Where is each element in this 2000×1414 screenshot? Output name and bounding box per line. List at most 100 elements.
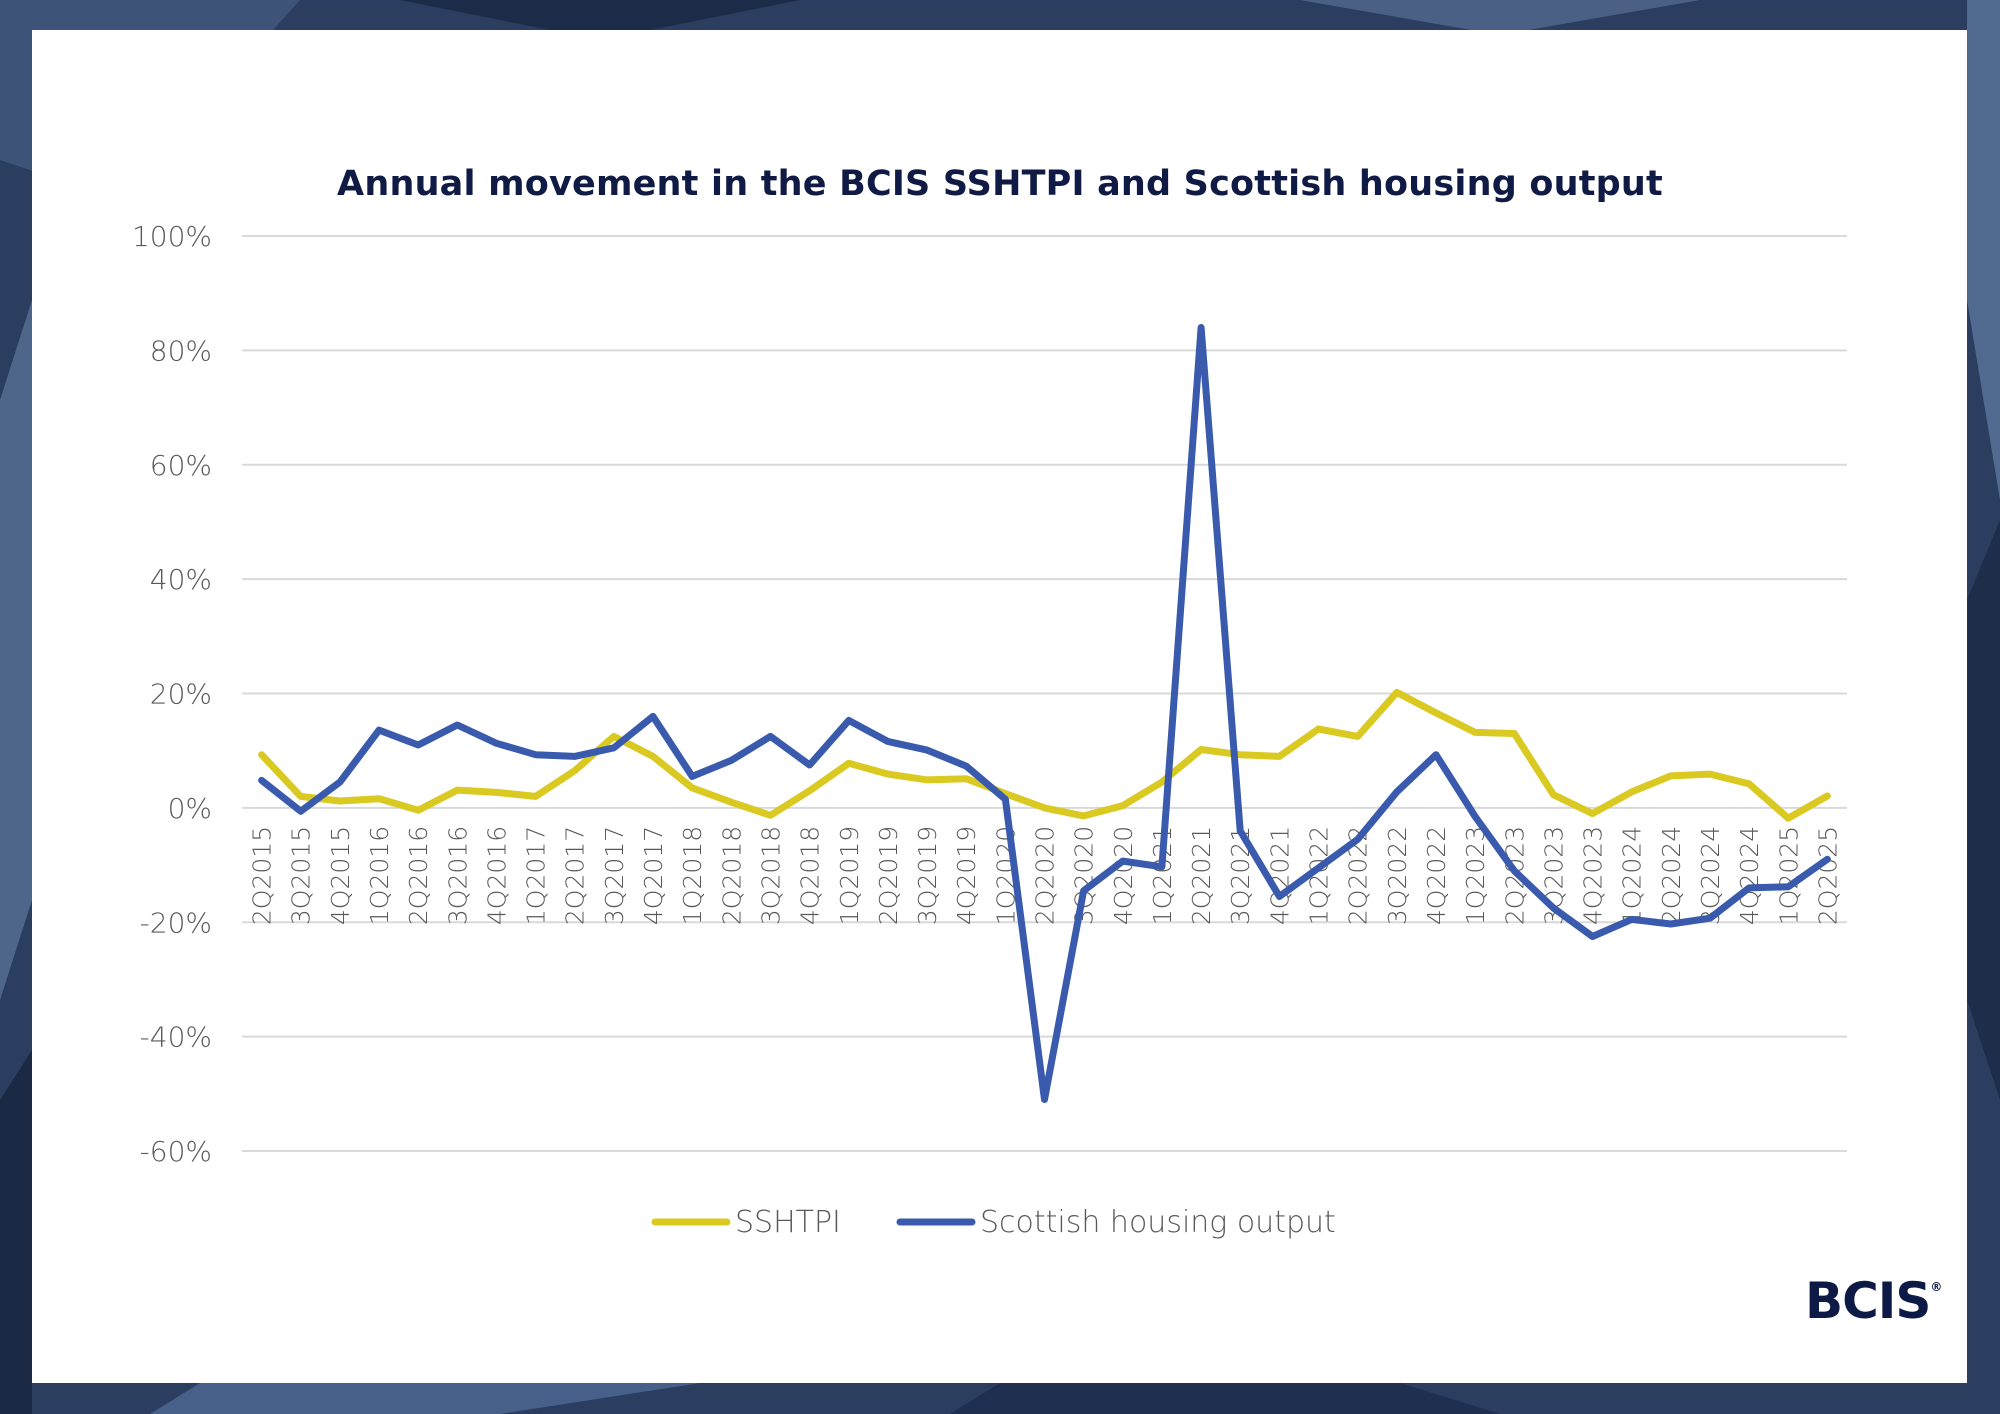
data-point xyxy=(1474,815,1477,818)
data-point xyxy=(965,777,968,780)
data-point xyxy=(1708,917,1711,920)
data-point xyxy=(1787,817,1790,820)
data-point xyxy=(1591,812,1594,815)
data-point xyxy=(1513,732,1516,735)
data-point xyxy=(1826,794,1829,797)
data-point xyxy=(1160,865,1163,868)
series-line-scottish-housing-output xyxy=(258,324,1831,1103)
y-tick-label: 0% xyxy=(168,792,212,825)
data-point xyxy=(1434,753,1437,756)
x-tick-label: 1Q2023 xyxy=(1461,826,1490,925)
data-point xyxy=(1121,804,1124,807)
data-point xyxy=(1826,858,1829,861)
x-tick-label: 1Q2017 xyxy=(522,826,551,925)
legend-label: Scottish housing output xyxy=(980,1205,1336,1240)
data-point xyxy=(1552,906,1555,909)
x-tick-label: 1Q2018 xyxy=(678,826,707,925)
data-point xyxy=(1317,866,1320,869)
data-point xyxy=(1630,790,1633,793)
data-point xyxy=(886,773,889,776)
x-tick-label: 4Q2016 xyxy=(482,826,511,925)
data-point xyxy=(769,735,772,738)
x-tick-label: 2Q2024 xyxy=(1657,826,1686,925)
data-point xyxy=(1591,935,1594,938)
data-point xyxy=(1043,806,1046,809)
data-point xyxy=(260,753,263,756)
data-point xyxy=(1434,711,1437,714)
x-tick-label: 4Q2017 xyxy=(639,826,668,925)
data-point xyxy=(417,809,420,812)
data-point xyxy=(808,763,811,766)
x-tick-label: 4Q2020 xyxy=(1109,826,1138,925)
data-point xyxy=(1787,885,1790,888)
data-point xyxy=(1082,814,1085,817)
data-point xyxy=(652,715,655,718)
data-point xyxy=(378,729,381,732)
chart-title: Annual movement in the BCIS SSHTPI and S… xyxy=(337,164,1663,204)
data-point xyxy=(1200,326,1203,329)
x-tick-label: 4Q2024 xyxy=(1735,826,1764,925)
data-point xyxy=(495,791,498,794)
data-point xyxy=(1239,753,1242,756)
x-tick-label: 2Q2025 xyxy=(1813,826,1842,925)
y-tick-label: -60% xyxy=(140,1135,212,1168)
data-point xyxy=(1552,793,1555,796)
data-point xyxy=(1004,798,1007,801)
data-point xyxy=(847,719,850,722)
x-tick-label: 4Q2018 xyxy=(796,826,825,925)
x-tick-label: 2Q2015 xyxy=(248,826,277,925)
y-tick-label: -40% xyxy=(140,1021,212,1054)
data-point xyxy=(456,723,459,726)
y-tick-label: 100% xyxy=(132,220,212,253)
y-tick-label: 80% xyxy=(150,334,212,367)
data-point xyxy=(1748,886,1751,889)
data-point xyxy=(495,742,498,745)
data-point xyxy=(1748,782,1751,785)
data-point xyxy=(691,775,694,778)
data-point xyxy=(417,743,420,746)
series-line-sshtpi xyxy=(258,688,1831,822)
x-tick-label: 2Q2019 xyxy=(874,826,903,925)
data-point xyxy=(1239,829,1242,832)
data-point xyxy=(1160,781,1163,784)
x-tick-label: 2Q2020 xyxy=(1031,826,1060,925)
data-point xyxy=(1474,731,1477,734)
x-tick-label: 3Q2022 xyxy=(1383,826,1412,925)
x-tick-label: 3Q2016 xyxy=(443,826,472,925)
data-point xyxy=(1082,889,1085,892)
y-tick-label: 40% xyxy=(150,563,212,596)
data-point xyxy=(534,753,537,756)
data-point xyxy=(456,789,459,792)
x-tick-label: 2Q2017 xyxy=(561,826,590,925)
x-tick-label: 4Q2023 xyxy=(1579,826,1608,925)
data-point xyxy=(1278,755,1281,758)
data-point xyxy=(573,755,576,758)
logo-text: BCIS xyxy=(1805,1272,1931,1330)
data-point xyxy=(1513,869,1516,872)
y-tick-label: -20% xyxy=(140,906,212,939)
data-point xyxy=(1278,895,1281,898)
x-tick-label: 2Q2021 xyxy=(1187,826,1216,925)
data-point xyxy=(378,797,381,800)
data-point xyxy=(691,786,694,789)
x-tick-label: 3Q2018 xyxy=(756,826,785,925)
x-tick-label: 2Q2016 xyxy=(404,826,433,925)
data-point xyxy=(1317,727,1320,730)
data-point xyxy=(965,765,968,768)
data-point xyxy=(612,735,615,738)
x-tick-label: 3Q2015 xyxy=(287,826,316,925)
data-point xyxy=(612,746,615,749)
x-tick-label: 1Q2016 xyxy=(365,826,394,925)
y-tick-label: 60% xyxy=(150,449,212,482)
data-point xyxy=(573,769,576,772)
data-point xyxy=(769,814,772,817)
data-point xyxy=(1043,1098,1046,1101)
x-tick-label: 1Q2019 xyxy=(835,826,864,925)
data-point xyxy=(1669,922,1672,925)
bcis-logo: BCIS® xyxy=(1805,1272,1942,1330)
x-tick-label: 4Q2022 xyxy=(1422,826,1451,925)
data-point xyxy=(808,789,811,792)
data-point xyxy=(299,810,302,813)
x-tick-label: 3Q2019 xyxy=(913,826,942,925)
